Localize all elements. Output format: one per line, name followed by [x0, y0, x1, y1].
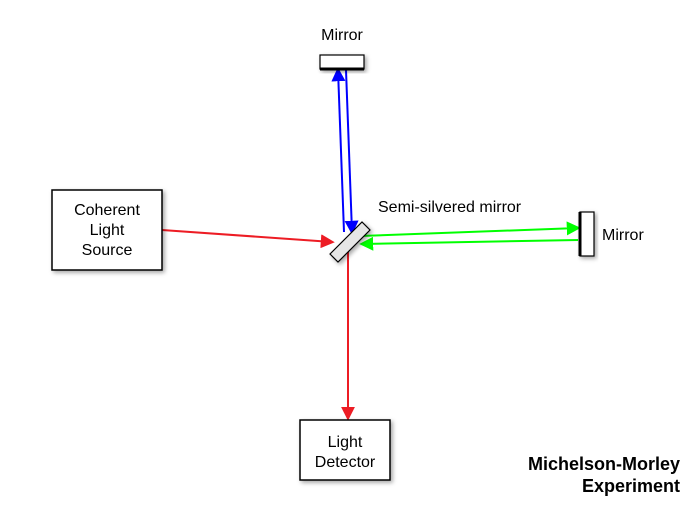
right-mirror [580, 212, 594, 256]
top-mirror-label: Mirror [321, 27, 363, 44]
detector-line1: Light [328, 434, 363, 451]
beam-splitter [330, 222, 370, 262]
source-line2: Light [90, 222, 125, 239]
splitter-label: Semi-silvered mirror [378, 199, 522, 216]
source-line1: Coherent [74, 202, 140, 219]
title-line2: Experiment [582, 476, 680, 496]
beam-green-left [362, 240, 578, 244]
detector-line2: Detector [315, 454, 376, 471]
top-mirror [320, 55, 364, 69]
beam-blue-up [338, 70, 344, 232]
diagram-canvas: Mirror Mirror Semi-silvered mirror Coher… [0, 0, 700, 525]
beam-blue-down [346, 70, 352, 232]
source-line3: Source [82, 242, 133, 259]
beam-red-in [162, 230, 332, 242]
beam-green-right [360, 228, 578, 236]
right-mirror-label: Mirror [602, 227, 644, 244]
title-line1: Michelson-Morley [528, 454, 680, 474]
